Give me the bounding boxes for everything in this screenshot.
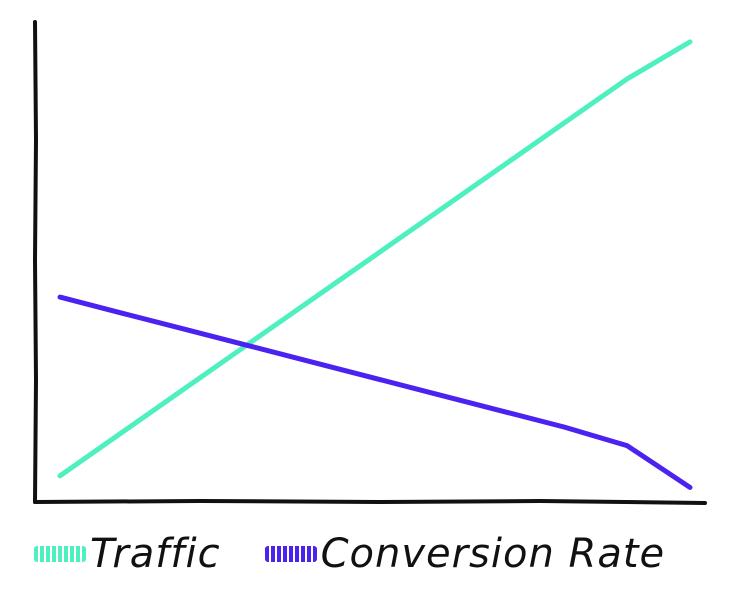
axes <box>33 20 707 505</box>
series-line-conversion-rate <box>57 294 693 490</box>
legend-swatch-conversion-rate <box>264 546 317 562</box>
legend-label-traffic: Traffic <box>90 531 221 577</box>
legend: Traffic Conversion Rate <box>34 524 665 584</box>
legend-label-conversion-rate: Conversion Rate <box>320 531 666 577</box>
legend-swatch-traffic <box>34 546 86 562</box>
legend-item-conversion-rate: Conversion Rate <box>264 531 666 577</box>
legend-item-traffic: Traffic <box>34 531 221 577</box>
series-line-traffic <box>57 39 693 479</box>
x-axis <box>33 499 707 505</box>
series-layer <box>57 39 693 490</box>
y-axis <box>33 20 38 504</box>
